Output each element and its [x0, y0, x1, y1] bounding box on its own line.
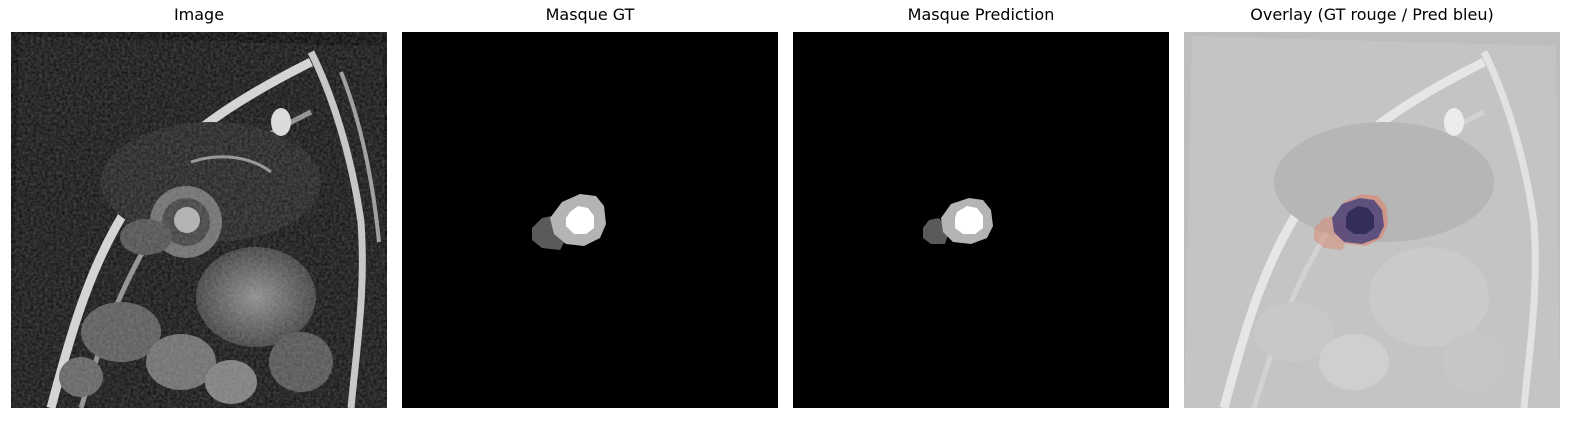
panel-title-image: Image	[173, 5, 225, 24]
overlay-image	[1184, 32, 1560, 408]
mri-image	[11, 32, 387, 408]
panel-overlay: Overlay (GT rouge / Pred bleu)	[1184, 0, 1560, 410]
panel-image: Image	[11, 0, 387, 410]
panel-title-gt-mask: Masque GT	[545, 5, 635, 24]
panel-title-pred-mask: Masque Prediction	[907, 5, 1055, 24]
panel-gt-mask: Masque GT	[402, 0, 778, 410]
panel-title-overlay: Overlay (GT rouge / Pred bleu)	[1250, 5, 1494, 24]
gt-mask-image	[402, 32, 778, 408]
panel-pred-mask: Masque Prediction	[793, 0, 1169, 410]
pred-mask-image	[793, 32, 1169, 408]
